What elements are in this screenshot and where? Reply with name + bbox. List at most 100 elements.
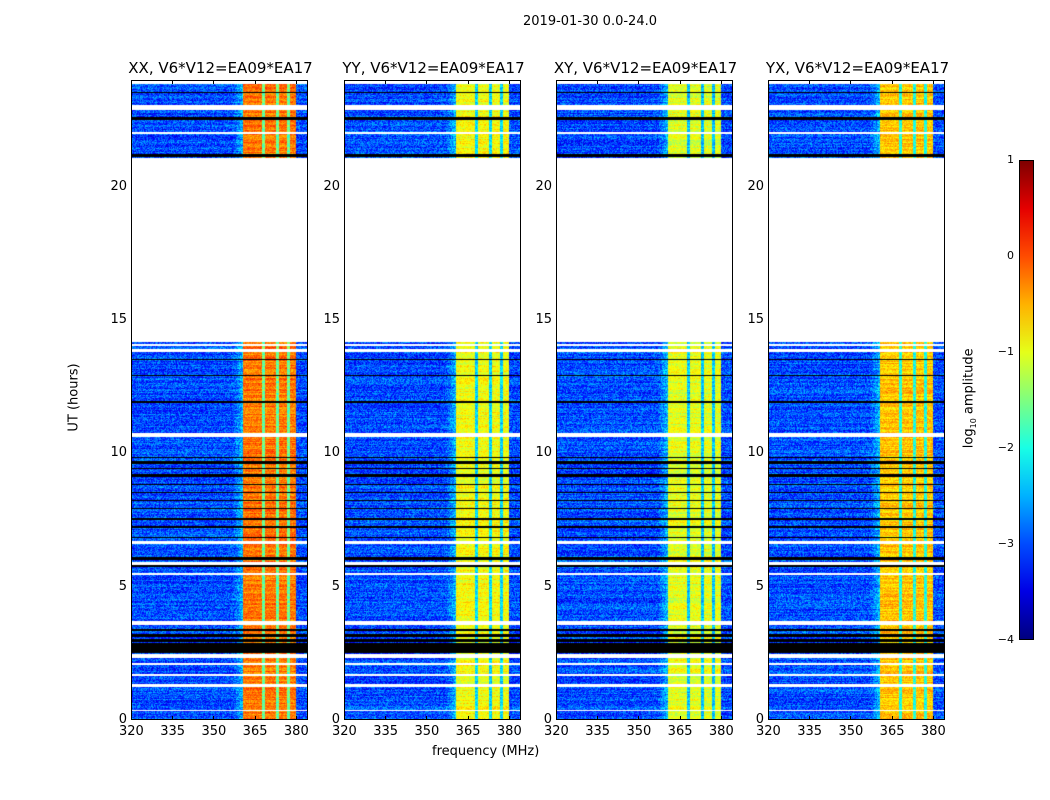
x-tick-label: 335: [160, 724, 186, 739]
x-tick-mark: [556, 716, 557, 720]
y-tick-label: 15: [535, 312, 552, 327]
x-tick-label: 365: [667, 724, 693, 739]
y-tick-label: 5: [118, 578, 127, 594]
x-tick-mark: [850, 716, 852, 720]
panel-title: YX, V6*V12=EA09*EA17: [765, 59, 950, 77]
x-tick-mark: [597, 80, 599, 84]
x-tick-mark: [172, 716, 174, 720]
colorbar: [1019, 160, 1034, 640]
x-tick-label: 335: [373, 724, 399, 739]
x-tick-label: 335: [585, 724, 611, 739]
x-tick-mark: [720, 80, 722, 84]
y-tick-label: 20: [747, 178, 764, 194]
x-tick-mark: [679, 80, 681, 84]
colorbar-label: log10 amplitude: [961, 348, 979, 449]
x-tick-mark: [385, 80, 387, 84]
y-tick-label: 0: [755, 712, 764, 727]
x-tick-mark: [213, 716, 215, 720]
colorbar-tick-label: 1: [1007, 153, 1014, 166]
x-tick-mark: [254, 80, 256, 84]
x-tick-mark: [295, 80, 297, 84]
x-tick-mark: [638, 716, 640, 720]
heatmap-panel: YX, V6*V12=EA09*EA17: [766, 59, 949, 720]
x-tick-mark: [467, 80, 469, 84]
x-tick-label: 350: [838, 724, 864, 739]
y-tick-label: 10: [535, 445, 552, 461]
colorbar-tick-label: −1: [997, 345, 1014, 358]
panel-title: YY, V6*V12=EA09*EA17: [342, 59, 525, 77]
heatmap-panel: YY, V6*V12=EA09*EA17: [342, 59, 525, 720]
x-tick-label: 380: [283, 724, 309, 739]
x-tick-mark: [809, 80, 811, 84]
y-tick-label: 0: [543, 712, 552, 727]
x-tick-mark: [850, 80, 852, 84]
x-tick-mark: [131, 80, 132, 84]
y-tick-label: 5: [755, 578, 764, 594]
x-tick-label: 365: [242, 724, 268, 739]
y-axis-label: UT (hours): [66, 363, 82, 432]
x-tick-mark: [172, 80, 174, 84]
x-tick-label: 365: [455, 724, 481, 739]
x-tick-mark: [556, 80, 557, 84]
y-tick-label: 10: [110, 445, 127, 461]
y-tick-label: 10: [323, 445, 340, 461]
x-tick-label: 380: [920, 724, 946, 739]
x-tick-mark: [768, 716, 769, 720]
heatmap-image: [345, 81, 520, 719]
x-tick-mark: [344, 80, 345, 84]
y-tick-label: 15: [747, 312, 764, 327]
x-tick-label: 320: [756, 724, 781, 739]
x-tick-mark: [508, 80, 510, 84]
heatmap-image: [557, 81, 732, 719]
x-tick-label: 320: [119, 724, 144, 739]
x-tick-mark: [131, 716, 132, 720]
colorbar-tick-label: 0: [1007, 249, 1014, 262]
x-tick-label: 320: [544, 724, 569, 739]
x-tick-mark: [254, 716, 256, 720]
x-tick-mark: [426, 716, 428, 720]
heatmap-image: [769, 81, 944, 719]
y-tick-label: 0: [118, 712, 127, 727]
x-tick-label: 320: [332, 724, 357, 739]
x-tick-mark: [809, 716, 811, 720]
y-tick-label: 20: [323, 178, 340, 194]
colorbar-tick-label: −3: [997, 537, 1014, 550]
x-tick-label: 335: [797, 724, 823, 739]
x-tick-mark: [467, 716, 469, 720]
x-tick-mark: [597, 716, 599, 720]
y-tick-label: 15: [323, 312, 340, 327]
x-tick-mark: [213, 80, 215, 84]
x-tick-label: 380: [708, 724, 734, 739]
x-tick-label: 350: [414, 724, 440, 739]
x-tick-mark: [932, 80, 934, 84]
y-tick-label: 15: [110, 312, 127, 327]
y-tick-label: 5: [331, 578, 340, 594]
x-tick-mark: [891, 716, 893, 720]
x-tick-mark: [344, 716, 345, 720]
x-tick-mark: [508, 716, 510, 720]
heatmap-panel: XX, V6*V12=EA09*EA17: [128, 59, 313, 720]
x-tick-label: 365: [879, 724, 905, 739]
panel-title: XX, V6*V12=EA09*EA17: [128, 59, 313, 77]
x-tick-label: 350: [201, 724, 227, 739]
x-tick-mark: [295, 716, 297, 720]
y-tick-label: 20: [535, 178, 552, 194]
colorbar-tick-label: −2: [997, 441, 1014, 454]
y-tick-label: 0: [331, 712, 340, 727]
x-tick-mark: [891, 80, 893, 84]
y-tick-label: 5: [543, 578, 552, 594]
x-tick-mark: [638, 80, 640, 84]
heatmap-panel: XY, V6*V12=EA09*EA17: [554, 59, 737, 720]
y-tick-label: 10: [747, 445, 764, 461]
x-tick-mark: [385, 716, 387, 720]
x-tick-mark: [426, 80, 428, 84]
colorbar-tick-label: −4: [997, 633, 1014, 646]
panel-title: XY, V6*V12=EA09*EA17: [553, 59, 738, 77]
figure-title: 2019-01-30 0.0-24.0: [523, 14, 657, 29]
heatmap-image: [132, 81, 307, 719]
x-tick-label: 380: [496, 724, 522, 739]
x-tick-mark: [679, 716, 681, 720]
x-tick-mark: [768, 80, 769, 84]
x-tick-label: 350: [626, 724, 652, 739]
